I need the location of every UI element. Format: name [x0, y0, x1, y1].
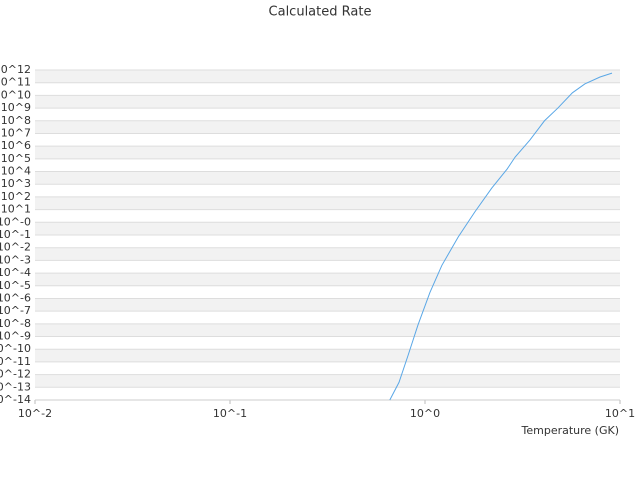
x-tick-label: 10^0	[410, 407, 440, 420]
y-tick-label: 10^-11	[0, 355, 31, 368]
x-tick-label: 10^-1	[213, 407, 247, 420]
y-tick-label: 10^-9	[0, 330, 31, 343]
y-tick-label: 10^-10	[0, 342, 31, 355]
y-tick-label: 10^-2	[0, 241, 31, 254]
y-tick-label: 10^6	[1, 139, 31, 152]
y-tick-label: 10^-3	[0, 253, 31, 266]
grid-band	[35, 95, 620, 109]
grid-band	[35, 374, 620, 388]
y-tick-label: 10^5	[1, 152, 31, 165]
y-tick-label: 10^10	[0, 88, 31, 101]
y-tick-label: 10^-12	[0, 368, 31, 381]
grid-band	[35, 120, 620, 134]
y-tick-label: 10^3	[1, 177, 31, 190]
x-tick-label: 10^-2	[18, 407, 52, 420]
y-tick-label: 10^12	[0, 63, 31, 76]
y-tick-label: 10^4	[1, 165, 31, 178]
y-tick-label: 10^9	[1, 101, 31, 114]
series-line	[389, 72, 613, 401]
y-tick-label: 10^-5	[0, 279, 31, 292]
grid-band	[35, 298, 620, 312]
chart-title: Calculated Rate	[269, 5, 372, 20]
grid-band	[35, 349, 620, 362]
grid-band	[35, 70, 620, 83]
grid-band	[35, 146, 620, 159]
y-tick-label: 10^1	[1, 203, 31, 216]
grid-band	[35, 171, 620, 185]
y-tick-label: 10^-7	[0, 304, 31, 317]
grid-band	[35, 196, 620, 210]
y-tick-label: 10^-4	[0, 266, 31, 279]
grid-band	[35, 222, 620, 235]
y-tick-label: 10^-1	[0, 228, 31, 241]
grid-band	[35, 273, 620, 286]
grid-band	[35, 247, 620, 261]
y-tick-label: 10^11	[0, 76, 31, 89]
y-tick-label: 10^-0	[0, 215, 31, 228]
y-tick-label: 10^2	[1, 190, 31, 203]
y-tick-label: 10^8	[1, 114, 31, 127]
y-tick-label: 10^-13	[0, 380, 31, 393]
x-tick-label: 10^1	[605, 407, 635, 420]
grid-band	[35, 323, 620, 337]
y-tick-label: 10^-8	[0, 317, 31, 330]
y-tick-label: 10^-14	[0, 393, 31, 406]
y-tick-label: 10^7	[1, 126, 31, 139]
y-tick-label: 10^-6	[0, 291, 31, 304]
x-axis-label: Temperature (GK)	[521, 424, 620, 437]
